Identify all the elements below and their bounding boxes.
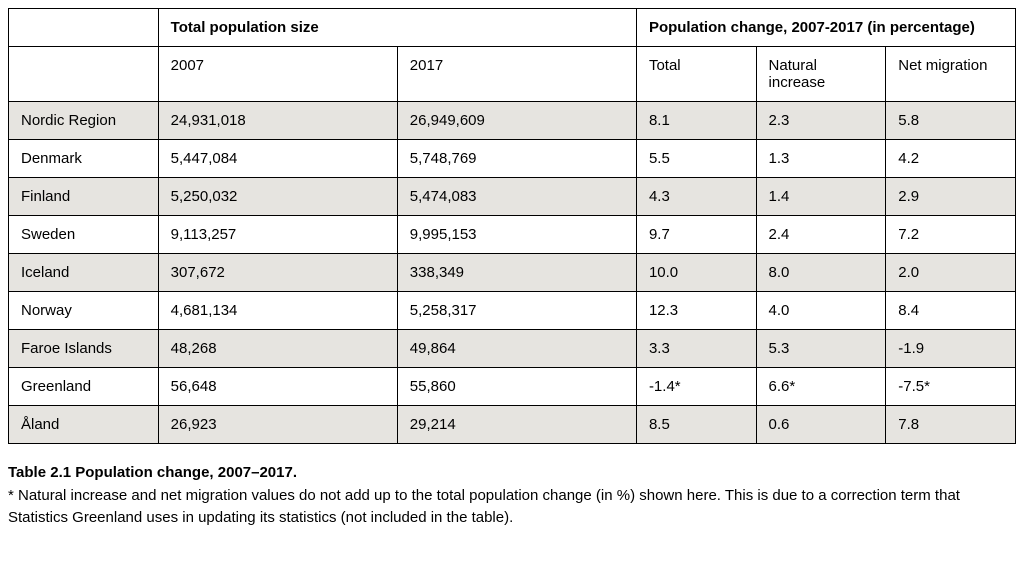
table-row: Norway4,681,1345,258,31712.34.08.4 <box>9 292 1016 330</box>
cell-migration: 2.0 <box>886 254 1016 292</box>
cell-total: 12.3 <box>636 292 756 330</box>
cell-pop_2017: 55,860 <box>397 368 636 406</box>
table-row: Denmark5,447,0845,748,7695.51.34.2 <box>9 140 1016 178</box>
table-row: Sweden9,113,2579,995,1539.72.47.2 <box>9 216 1016 254</box>
caption-block: Table 2.1 Population change, 2007–2017. … <box>8 462 1016 530</box>
cell-pop_2007: 9,113,257 <box>158 216 397 254</box>
caption-title: Table 2.1 Population change, 2007–2017. <box>8 464 297 481</box>
cell-pop_2007: 307,672 <box>158 254 397 292</box>
cell-natural: 8.0 <box>756 254 886 292</box>
cell-pop_2007: 26,923 <box>158 406 397 444</box>
cell-natural: 0.6 <box>756 406 886 444</box>
cell-pop_2017: 49,864 <box>397 330 636 368</box>
header-total: Total <box>636 47 756 102</box>
cell-pop_2007: 48,268 <box>158 330 397 368</box>
header-empty-top <box>9 9 159 47</box>
cell-pop_2007: 4,681,134 <box>158 292 397 330</box>
cell-migration: 8.4 <box>886 292 1016 330</box>
cell-migration: 7.8 <box>886 406 1016 444</box>
cell-migration: 4.2 <box>886 140 1016 178</box>
cell-region: Finland <box>9 178 159 216</box>
header-2007: 2007 <box>158 47 397 102</box>
table-body: Nordic Region24,931,01826,949,6098.12.35… <box>9 102 1016 444</box>
cell-pop_2007: 56,648 <box>158 368 397 406</box>
table-row: Faroe Islands48,26849,8643.35.3-1.9 <box>9 330 1016 368</box>
cell-natural: 5.3 <box>756 330 886 368</box>
cell-migration: 7.2 <box>886 216 1016 254</box>
header-empty-sub <box>9 47 159 102</box>
cell-region: Åland <box>9 406 159 444</box>
cell-pop_2007: 5,250,032 <box>158 178 397 216</box>
cell-pop_2007: 5,447,084 <box>158 140 397 178</box>
cell-region: Norway <box>9 292 159 330</box>
cell-pop_2017: 29,214 <box>397 406 636 444</box>
table-row: Iceland307,672338,34910.08.02.0 <box>9 254 1016 292</box>
cell-pop_2017: 26,949,609 <box>397 102 636 140</box>
header-change-group: Population change, 2007-2017 (in percent… <box>636 9 1015 47</box>
cell-natural: 4.0 <box>756 292 886 330</box>
cell-total: 3.3 <box>636 330 756 368</box>
cell-pop_2017: 9,995,153 <box>397 216 636 254</box>
cell-total: -1.4* <box>636 368 756 406</box>
cell-migration: -7.5* <box>886 368 1016 406</box>
cell-region: Iceland <box>9 254 159 292</box>
table-row: Greenland56,64855,860-1.4*6.6*-7.5* <box>9 368 1016 406</box>
table-row: Nordic Region24,931,01826,949,6098.12.35… <box>9 102 1016 140</box>
cell-region: Greenland <box>9 368 159 406</box>
cell-pop_2017: 5,474,083 <box>397 178 636 216</box>
cell-pop_2017: 338,349 <box>397 254 636 292</box>
cell-natural: 2.3 <box>756 102 886 140</box>
header-population-group: Total population size <box>158 9 636 47</box>
population-table: Total population size Population change,… <box>8 8 1016 444</box>
table-row: Åland26,92329,2148.50.67.8 <box>9 406 1016 444</box>
cell-pop_2017: 5,748,769 <box>397 140 636 178</box>
cell-total: 8.5 <box>636 406 756 444</box>
caption-footnote: * Natural increase and net migration val… <box>8 487 960 527</box>
cell-natural: 6.6* <box>756 368 886 406</box>
cell-migration: -1.9 <box>886 330 1016 368</box>
header-natural: Natural increase <box>756 47 886 102</box>
cell-natural: 1.3 <box>756 140 886 178</box>
cell-migration: 5.8 <box>886 102 1016 140</box>
cell-natural: 1.4 <box>756 178 886 216</box>
cell-region: Denmark <box>9 140 159 178</box>
cell-region: Nordic Region <box>9 102 159 140</box>
table-row: Finland5,250,0325,474,0834.31.42.9 <box>9 178 1016 216</box>
cell-total: 8.1 <box>636 102 756 140</box>
cell-total: 5.5 <box>636 140 756 178</box>
cell-total: 10.0 <box>636 254 756 292</box>
cell-region: Faroe Islands <box>9 330 159 368</box>
cell-region: Sweden <box>9 216 159 254</box>
header-migration: Net migration <box>886 47 1016 102</box>
cell-natural: 2.4 <box>756 216 886 254</box>
cell-pop_2017: 5,258,317 <box>397 292 636 330</box>
cell-total: 4.3 <box>636 178 756 216</box>
cell-total: 9.7 <box>636 216 756 254</box>
cell-pop_2007: 24,931,018 <box>158 102 397 140</box>
cell-migration: 2.9 <box>886 178 1016 216</box>
header-2017: 2017 <box>397 47 636 102</box>
